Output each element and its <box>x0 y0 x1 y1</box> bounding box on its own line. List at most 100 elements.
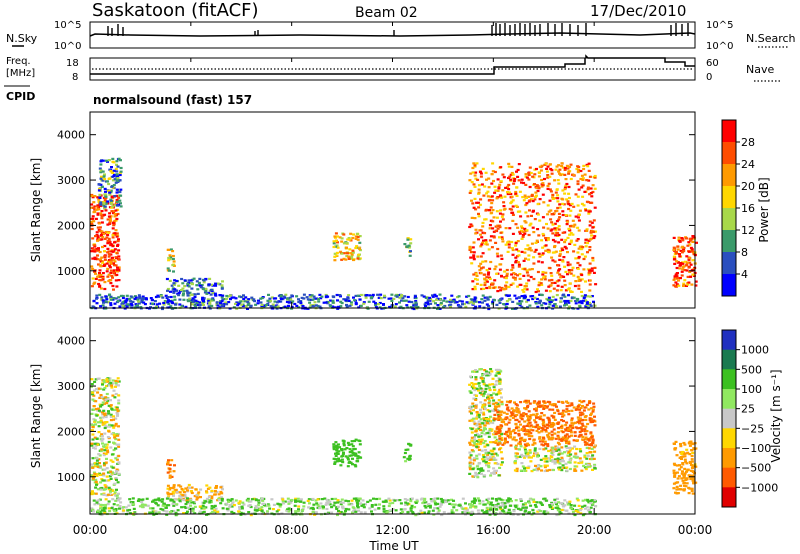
echo-cell <box>404 503 408 506</box>
echo-cell <box>103 446 107 449</box>
echo-cell <box>227 301 231 304</box>
echo-cell <box>96 377 100 380</box>
echo-cell <box>580 429 584 432</box>
echo-cell <box>487 276 491 279</box>
echo-cell <box>672 248 676 252</box>
echo-cell <box>118 305 122 308</box>
echo-cell <box>491 209 495 212</box>
echo-cell <box>345 305 349 308</box>
echo-cell <box>336 246 340 249</box>
echo-cell <box>429 298 433 301</box>
echo-cell <box>555 227 559 230</box>
echo-cell <box>462 302 466 306</box>
echo-cell <box>546 434 550 437</box>
echo-cell <box>474 405 478 408</box>
echo-cell <box>117 425 120 428</box>
echo-cell <box>483 419 487 422</box>
echo-cell <box>333 259 337 262</box>
echo-cell <box>103 250 106 253</box>
echo-cell <box>485 269 489 272</box>
echo-cell <box>217 497 221 500</box>
echo-cell <box>469 375 472 378</box>
echo-cell <box>588 451 592 454</box>
echo-cell <box>202 281 206 284</box>
echo-cell <box>232 512 236 515</box>
echo-cell <box>479 170 483 173</box>
echo-cell <box>481 422 485 425</box>
echo-cell <box>592 419 596 422</box>
echo-cell <box>442 511 446 514</box>
echo-cell <box>225 303 229 306</box>
echo-cell <box>340 252 344 255</box>
echo-cell <box>469 256 473 259</box>
echo-cell <box>315 502 319 505</box>
echo-cell <box>113 204 117 207</box>
echo-cell <box>140 504 144 507</box>
echo-cell <box>495 427 499 430</box>
echo-cell <box>548 199 552 202</box>
echo-cell <box>249 514 253 517</box>
echo-cell <box>107 412 111 415</box>
echo-cell <box>576 171 580 174</box>
echo-cell <box>498 511 502 514</box>
echo-cell <box>98 472 101 475</box>
echo-cell <box>495 469 498 472</box>
echo-cell <box>545 426 549 430</box>
echo-cell <box>102 202 106 205</box>
echo-cell <box>557 212 561 215</box>
echo-cell <box>530 435 534 438</box>
echo-cell <box>561 436 565 439</box>
echo-cell <box>290 498 294 502</box>
echo-cell <box>528 421 532 424</box>
echo-cell <box>115 494 119 497</box>
echo-cell <box>116 413 120 416</box>
echo-cell <box>92 306 96 309</box>
echo-cell <box>550 172 554 175</box>
echo-cell <box>515 410 519 413</box>
echo-cell <box>107 301 110 304</box>
echo-cell <box>344 455 348 458</box>
echo-cell <box>297 306 301 309</box>
echo-cell <box>112 448 116 452</box>
echo-cell <box>683 472 687 475</box>
echo-cell <box>580 253 584 256</box>
echo-cell <box>506 406 510 409</box>
echo-cell <box>485 178 488 181</box>
echo-cell <box>572 439 576 442</box>
echo-cell <box>101 468 105 471</box>
echo-cell <box>561 202 565 205</box>
echo-cell <box>553 281 557 284</box>
echo-cell <box>339 510 343 514</box>
echo-cell <box>535 403 539 406</box>
echo-cell <box>336 235 339 238</box>
echo-cell <box>115 383 119 386</box>
echo-cell <box>485 192 489 195</box>
echo-cell <box>438 505 442 508</box>
freq-tick-top: 18 <box>66 58 79 69</box>
echo-cell <box>436 507 440 510</box>
echo-cell <box>325 498 329 501</box>
echo-cell <box>559 459 563 463</box>
echo-cell <box>513 462 517 465</box>
echo-cell <box>101 245 104 249</box>
echo-cell <box>551 307 555 310</box>
echo-cell <box>592 236 596 240</box>
echo-cell <box>580 413 584 416</box>
echo-cell <box>449 300 453 303</box>
echo-cell <box>682 282 686 285</box>
echo-cell <box>116 244 119 247</box>
echo-cell <box>478 391 482 395</box>
echo-cell <box>113 213 117 216</box>
echo-cell <box>111 298 115 301</box>
echo-cell <box>492 507 496 510</box>
echo-cell <box>372 497 375 500</box>
echo-cell <box>675 488 679 491</box>
echo-cell <box>155 498 159 501</box>
echo-cell <box>336 241 339 244</box>
echo-cell <box>430 500 434 503</box>
echo-cell <box>333 235 337 238</box>
echo-cell <box>565 446 569 450</box>
echo-cell <box>99 488 103 491</box>
echo-cell <box>101 275 105 278</box>
echo-cell <box>513 178 517 181</box>
